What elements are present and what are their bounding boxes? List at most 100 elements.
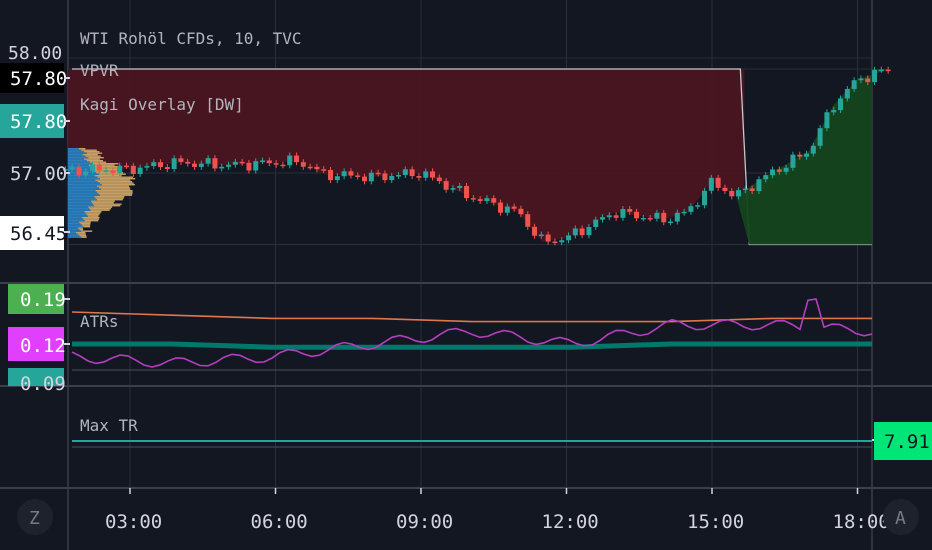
candle-body [362, 176, 368, 182]
legend-atr[interactable]: ATRs [80, 312, 119, 331]
vpvr-bar-blue [68, 149, 82, 151]
auto-scale-right-button[interactable] [883, 499, 919, 535]
vpvr-bar-orange [96, 185, 129, 187]
vpvr-bar-orange [79, 235, 87, 237]
candle-body [817, 128, 823, 146]
candle-body [681, 211, 687, 214]
price-label-black: 57.80 [10, 68, 67, 90]
vpvr-bar-orange [95, 179, 131, 181]
atr-label-green-bg [8, 284, 64, 314]
vpvr-bar-orange [95, 197, 124, 199]
atr-label-teal-bg [8, 368, 64, 386]
candle-body [600, 217, 606, 220]
candle-body [532, 226, 538, 236]
kagi-down-area [65, 69, 745, 242]
vpvr-bar-blue [68, 188, 101, 190]
candle-body [538, 234, 544, 237]
candle-body [321, 169, 327, 171]
time-tick-label: 12:00 [542, 511, 599, 533]
vpvr-bar-blue [68, 208, 90, 210]
legend-vpvr[interactable]: VPVR [80, 61, 119, 80]
time-tick-label: 18:00 [833, 511, 890, 533]
vpvr-bar-blue [68, 166, 92, 168]
vpvr-bar-blue [68, 236, 82, 238]
vpvr-bar-orange [85, 155, 101, 157]
candle-body [756, 179, 762, 192]
vpvr-bar-orange [94, 175, 122, 177]
candle-body [661, 212, 667, 223]
vpvr-bar-orange [93, 203, 122, 205]
candle-body [110, 170, 116, 174]
vpvr-bar-orange [84, 151, 100, 153]
time-tick-label: 03:00 [105, 511, 162, 533]
vpvr-bar-blue [68, 194, 100, 196]
price-tick-top: 58.00 [8, 43, 62, 64]
atr-label-magenta: 0.12 [20, 335, 66, 357]
candle-body [280, 164, 286, 167]
candle-body [776, 169, 782, 172]
candle-body [226, 164, 232, 167]
candle-body [423, 171, 429, 178]
candle-body [416, 176, 422, 178]
vpvr-bar-orange [90, 209, 110, 211]
candle-body [572, 228, 578, 236]
atr-line-magenta [71, 298, 873, 368]
vpvr-bar-orange [81, 236, 87, 238]
candle-body [198, 163, 204, 167]
atr-line-teal [72, 341, 872, 350]
vpvr-bar-orange [90, 169, 118, 171]
vpvr-bar-blue [68, 203, 94, 205]
candle-body [328, 169, 334, 181]
vpvr-bar-orange [98, 187, 130, 189]
vpvr-bar-blue [68, 209, 91, 211]
vpvr-bar-orange [82, 217, 100, 219]
vpvr-bar-blue [68, 178, 100, 180]
vpvr-bar-blue [68, 200, 91, 202]
vpvr-bar-blue [68, 202, 92, 204]
candle-body [674, 212, 680, 222]
vpvr-bar-blue [68, 193, 99, 195]
candle-body [640, 217, 646, 220]
price-label-teal: 57.80 [10, 111, 67, 133]
vpvr-bar-blue [68, 227, 78, 229]
legend-maxtr[interactable]: Max TR [80, 416, 138, 435]
legend-kagi[interactable]: Kagi Overlay [DW] [80, 95, 244, 114]
candle-body [824, 112, 830, 129]
vpvr-bar-blue [68, 214, 87, 216]
candle-body [375, 172, 381, 175]
vpvr-bar-blue [68, 197, 96, 199]
candle-body [579, 228, 585, 236]
vpvr-bar-orange [96, 191, 133, 193]
time-tick-label: 09:00 [396, 511, 453, 533]
vpvr-bar-orange [81, 224, 91, 226]
candle-body [62, 169, 68, 171]
vpvr-bar-orange [96, 172, 124, 174]
candle-body [450, 188, 456, 190]
candle-body [348, 171, 354, 176]
vpvr-bar-orange [78, 148, 86, 150]
vpvr-bar-blue [68, 176, 98, 178]
vpvr-bar-orange [91, 166, 118, 168]
candle-body [736, 190, 742, 197]
vpvr-bar-blue [68, 175, 95, 177]
candle-body [232, 161, 238, 165]
vpvr-bar-blue [68, 151, 85, 153]
vpvr-bar-blue [68, 148, 79, 150]
candle-body [742, 188, 748, 191]
auto-scale-left-button[interactable] [17, 499, 53, 535]
candle-body [851, 80, 857, 90]
candle-body [158, 162, 164, 168]
candle-body [443, 181, 449, 190]
candle-body [192, 163, 198, 167]
candle-body [878, 69, 884, 72]
candle-body [253, 161, 259, 171]
vpvr-bar-blue [68, 181, 98, 183]
candle-body [368, 172, 374, 182]
maxtr-label-bg [874, 422, 932, 460]
candle-body [702, 190, 708, 206]
price-label-white-bg [0, 216, 64, 250]
candle-body [872, 69, 878, 83]
vpvr-bar-blue [68, 152, 87, 154]
candle-body [858, 78, 864, 81]
vpvr-bar-orange [84, 158, 100, 160]
